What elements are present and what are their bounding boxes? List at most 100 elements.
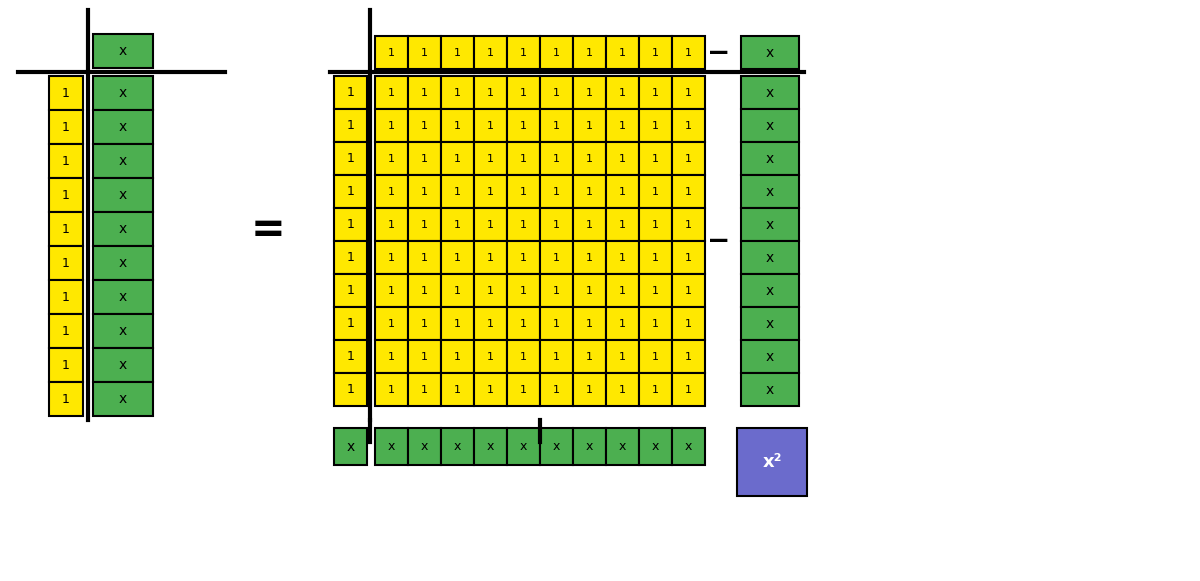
Bar (606, 241, 640, 274)
Bar (442, 241, 474, 274)
Bar (376, 175, 408, 208)
Bar (49, 110, 83, 144)
Text: 1: 1 (388, 187, 395, 196)
Bar (376, 76, 408, 109)
Bar (508, 241, 540, 274)
Text: 1: 1 (62, 290, 70, 303)
Bar (606, 175, 640, 208)
Bar (334, 274, 367, 307)
Bar (742, 142, 799, 175)
Bar (574, 274, 606, 307)
Text: 1: 1 (685, 352, 692, 361)
Text: 1: 1 (553, 120, 560, 131)
Bar (442, 208, 474, 241)
Text: 1: 1 (586, 220, 593, 229)
Bar (408, 175, 442, 208)
Bar (640, 36, 672, 69)
Bar (94, 314, 154, 348)
Text: 1: 1 (347, 251, 354, 264)
Bar (474, 142, 508, 175)
Text: 1: 1 (454, 120, 461, 131)
Bar (334, 340, 367, 373)
Bar (376, 109, 408, 142)
Text: 1: 1 (652, 48, 659, 58)
Text: 1: 1 (619, 220, 626, 229)
Text: x: x (766, 284, 774, 297)
Text: 1: 1 (421, 88, 428, 98)
Bar (508, 208, 540, 241)
Text: 1: 1 (619, 318, 626, 328)
Bar (474, 36, 508, 69)
Text: 1: 1 (553, 285, 560, 296)
Text: 1: 1 (685, 88, 692, 98)
Text: 1: 1 (454, 153, 461, 163)
Text: 1: 1 (347, 350, 354, 363)
Bar (508, 373, 540, 406)
Text: 1: 1 (487, 253, 494, 263)
Text: 1: 1 (520, 153, 527, 163)
Bar (640, 76, 672, 109)
Text: 1: 1 (619, 253, 626, 263)
Bar (508, 307, 540, 340)
Text: =: = (251, 209, 286, 251)
Bar (334, 373, 367, 406)
Text: x: x (119, 256, 127, 270)
Text: 1: 1 (619, 187, 626, 196)
Text: 1: 1 (487, 120, 494, 131)
Text: 1: 1 (586, 187, 593, 196)
Bar (606, 76, 640, 109)
Bar (408, 109, 442, 142)
Text: x: x (119, 222, 127, 236)
Bar (508, 175, 540, 208)
Bar (606, 142, 640, 175)
Text: 1: 1 (62, 358, 70, 371)
Bar (442, 340, 474, 373)
Bar (334, 307, 367, 340)
Text: x: x (685, 440, 692, 453)
Text: 1: 1 (520, 352, 527, 361)
Text: x: x (766, 317, 774, 331)
Bar (606, 109, 640, 142)
Text: 1: 1 (421, 120, 428, 131)
Bar (737, 428, 808, 496)
Text: 1: 1 (62, 223, 70, 235)
Bar (94, 280, 154, 314)
Text: 1: 1 (619, 153, 626, 163)
Bar (672, 307, 706, 340)
Bar (408, 241, 442, 274)
Text: 1: 1 (586, 385, 593, 394)
Bar (408, 208, 442, 241)
Bar (606, 340, 640, 373)
Bar (94, 178, 154, 212)
Text: 1: 1 (62, 188, 70, 202)
Bar (94, 348, 154, 382)
Text: 1: 1 (487, 385, 494, 394)
Bar (540, 208, 574, 241)
Bar (742, 175, 799, 208)
Text: 1: 1 (586, 253, 593, 263)
Text: x: x (619, 440, 626, 453)
Text: 1: 1 (487, 88, 494, 98)
Bar (672, 428, 706, 465)
Text: 1: 1 (520, 48, 527, 58)
Bar (49, 314, 83, 348)
Bar (49, 178, 83, 212)
Text: x: x (119, 358, 127, 372)
Bar (442, 307, 474, 340)
Text: 1: 1 (421, 253, 428, 263)
Text: 1: 1 (652, 220, 659, 229)
Bar (742, 208, 799, 241)
Text: x: x (119, 324, 127, 338)
Text: 1: 1 (553, 88, 560, 98)
Bar (334, 241, 367, 274)
Text: 1: 1 (652, 187, 659, 196)
Bar (574, 373, 606, 406)
Text: 1: 1 (586, 48, 593, 58)
Text: x: x (766, 152, 774, 166)
Text: 1: 1 (685, 187, 692, 196)
Text: 1: 1 (652, 285, 659, 296)
Text: 1: 1 (685, 48, 692, 58)
Bar (640, 340, 672, 373)
Bar (376, 340, 408, 373)
Bar (742, 76, 799, 109)
